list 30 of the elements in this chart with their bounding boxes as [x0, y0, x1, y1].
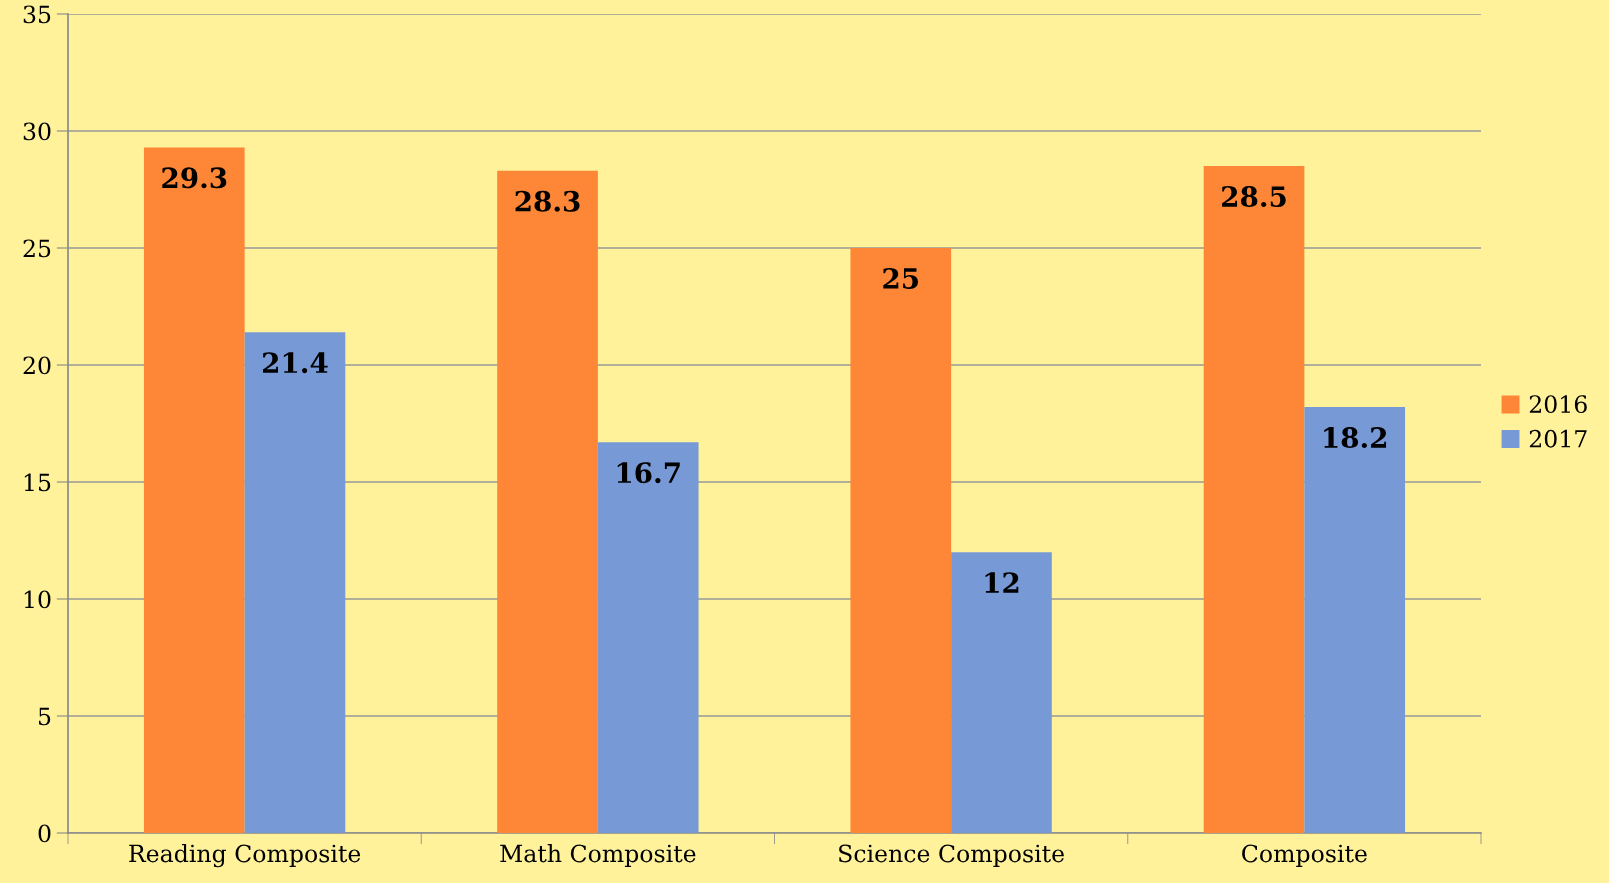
legend-label: 2017 [1529, 429, 1587, 448]
y-tick-label: 15 [24, 473, 51, 492]
data-label: 18.2 [1324, 427, 1387, 449]
y-tick-label: 20 [23, 356, 51, 375]
y-tick-label: 0 [38, 824, 51, 843]
bar [1203, 166, 1305, 833]
x-tick-label: Reading Composite [129, 844, 361, 868]
data-label: 21.4 [262, 352, 328, 374]
bar [143, 147, 245, 833]
data-label: 16.7 [617, 462, 680, 484]
y-tick-label: 35 [23, 5, 51, 24]
y-tick-label: 30 [23, 122, 51, 141]
bar [951, 552, 1052, 833]
y-tick-label: 25 [23, 239, 51, 258]
data-label: 25 [883, 267, 919, 289]
bar [497, 170, 598, 833]
bar [244, 332, 346, 833]
data-label: 28.5 [1222, 186, 1286, 208]
bar [850, 248, 952, 833]
y-tick-label: 5 [39, 707, 51, 726]
data-label: 12 [985, 572, 1019, 593]
bar [597, 442, 699, 833]
data-label: 28.3 [515, 190, 580, 212]
x-tick-label: Math Composite [500, 844, 696, 867]
legend-label: 2016 [1529, 395, 1587, 414]
data-label: 29.3 [162, 167, 227, 189]
y-tick-label: 10 [24, 590, 51, 609]
x-tick-label: Composite [1242, 844, 1367, 867]
x-tick-label: Science Composite [839, 844, 1064, 867]
bar [1304, 407, 1406, 833]
